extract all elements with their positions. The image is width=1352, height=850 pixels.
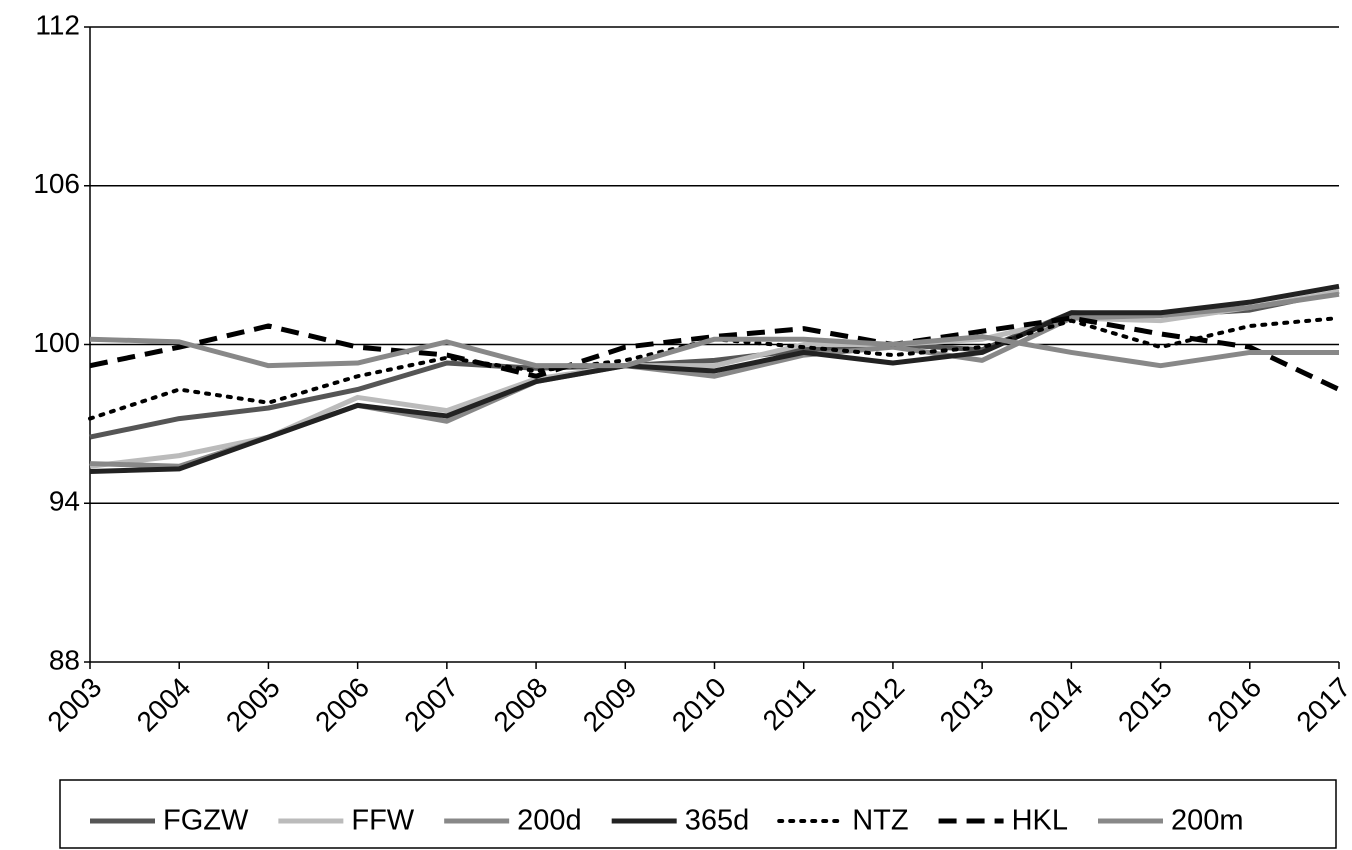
series-line: [89, 283, 1340, 474]
x-tick-label: 2004: [131, 672, 197, 738]
series-line: [89, 334, 1339, 369]
x-tick-label: 2011: [757, 672, 822, 737]
legend-label: FFW: [351, 805, 414, 837]
x-tick-label: 2016: [1201, 672, 1267, 738]
x-tick-label: 2003: [41, 672, 107, 738]
legend-label: 365d: [685, 805, 750, 837]
legend-label: FGZW: [163, 805, 249, 837]
x-tick-label: 2013: [934, 672, 1000, 738]
x-tick-label: 2015: [1112, 672, 1178, 738]
y-tick-label: 100: [33, 327, 80, 358]
x-tick-label: 2006: [309, 672, 375, 738]
x-tick-label: 2008: [488, 672, 554, 738]
x-tick-label: 2012: [844, 672, 910, 738]
y-tick-label: 94: [49, 486, 80, 517]
legend-label: 200m: [1171, 805, 1244, 837]
x-tick-label: 2017: [1290, 672, 1352, 738]
x-tick-label: 2009: [577, 672, 643, 738]
legend-box: [59, 779, 1337, 849]
y-tick-label: 88: [49, 644, 80, 675]
x-tick-label: 2005: [220, 672, 286, 738]
legend-label: 200d: [517, 805, 582, 837]
series-line: [89, 315, 1341, 392]
x-tick-label: 2014: [1023, 672, 1089, 738]
y-tick-label: 112: [35, 9, 80, 40]
x-tick-label: 2007: [398, 672, 464, 738]
y-tick-label: 106: [33, 168, 80, 199]
legend-label: NTZ: [852, 805, 908, 837]
x-tick-label: 2010: [666, 672, 732, 738]
legend: FGZW FFW 200d 365d NTZ HKL 200m: [90, 805, 1244, 837]
legend-label: HKL: [1012, 805, 1068, 837]
